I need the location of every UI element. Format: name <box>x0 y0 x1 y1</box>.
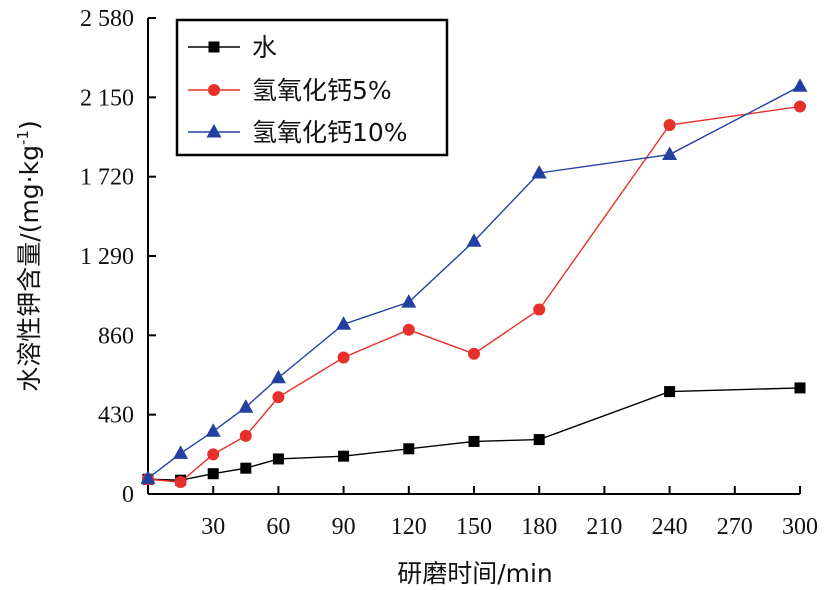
data-point <box>466 233 482 247</box>
x-axis-title: 研磨时间/min <box>397 559 553 588</box>
data-point <box>140 470 156 484</box>
series-line <box>147 105 801 483</box>
data-point <box>337 351 350 364</box>
data-point <box>468 435 480 447</box>
x-tick-label: 300 <box>782 514 818 540</box>
y-tick-label: 2 150 <box>80 85 134 111</box>
data-point <box>207 468 219 480</box>
data-point <box>336 316 352 330</box>
x-tick-label: 60 <box>266 514 290 540</box>
legend-label: 水 <box>252 33 277 62</box>
data-point <box>531 164 547 179</box>
data-point <box>207 448 220 461</box>
data-point <box>173 445 189 459</box>
legend-marker <box>206 124 222 138</box>
data-point <box>205 423 221 437</box>
data-point <box>402 323 415 336</box>
data-point <box>238 399 254 413</box>
legend-label: 氢氧化钙10% <box>252 118 408 147</box>
y-tick-label: 430 <box>98 403 134 429</box>
x-tick-label: 150 <box>456 514 492 540</box>
y-tick-label: 860 <box>98 323 134 349</box>
data-point <box>533 434 545 446</box>
y-tick-label: 0 <box>122 482 134 508</box>
data-point <box>794 100 806 113</box>
data-point <box>664 386 676 398</box>
series-layer <box>140 78 808 489</box>
data-point <box>338 450 350 462</box>
y-tick-label: 2 580 <box>80 6 134 32</box>
x-tick-label: 240 <box>652 514 688 540</box>
data-point <box>792 78 808 92</box>
data-point <box>174 476 187 489</box>
data-point <box>663 119 676 132</box>
x-tick-label: 120 <box>391 514 427 540</box>
data-point <box>239 429 252 442</box>
y-tick-label: 1 720 <box>80 165 134 191</box>
data-point <box>272 391 285 404</box>
x-tick-label: 30 <box>201 514 225 540</box>
data-point <box>240 462 252 474</box>
data-point <box>401 294 417 308</box>
data-point <box>272 453 284 465</box>
x-tick-label: 180 <box>521 514 557 540</box>
data-point <box>468 347 480 360</box>
legend-label: 氢氧化钙5% <box>252 76 392 105</box>
axes: 30 60 90 120 150 180 210 240 270 300 0 430 860 1 290 1… <box>80 6 818 540</box>
legend-marker <box>208 84 220 96</box>
data-point <box>270 369 286 384</box>
legend-marker <box>208 41 220 53</box>
series-2 <box>140 78 808 484</box>
x-tick-label: 90 <box>332 514 356 540</box>
y-axis-title: 水溶性钾含量/(mg·kg-1) <box>14 120 44 391</box>
series-1 <box>142 100 806 489</box>
data-point <box>794 382 806 394</box>
x-tick-label: 210 <box>586 514 622 540</box>
data-point <box>662 146 678 161</box>
x-tick-label: 270 <box>717 514 753 540</box>
y-tick-label: 1 290 <box>80 244 134 270</box>
data-point <box>403 443 415 455</box>
data-point <box>533 303 546 316</box>
